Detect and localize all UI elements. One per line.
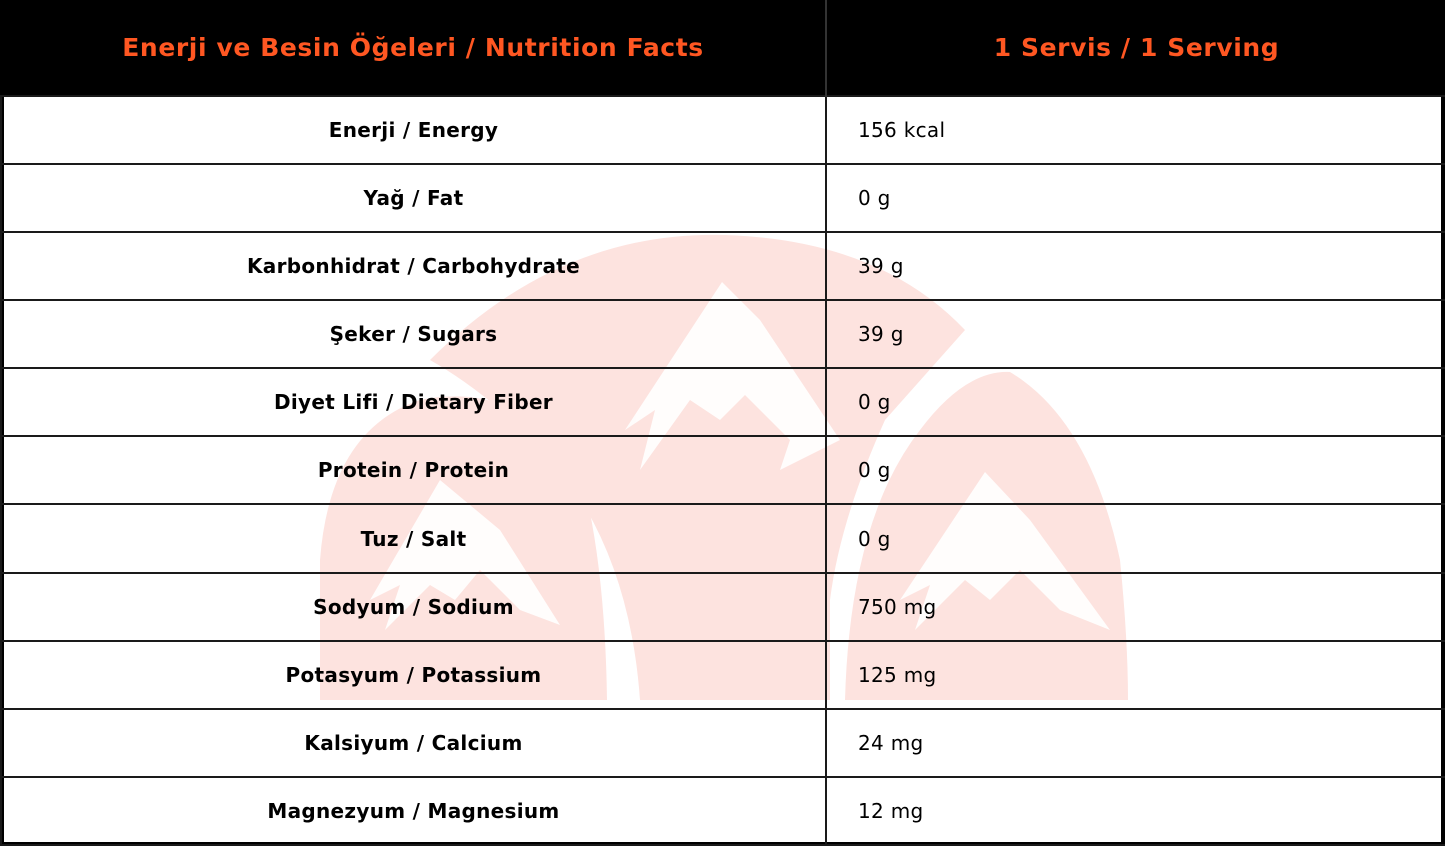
row-value-fat: 0 g (825, 163, 1445, 234)
header-serving: 1 Servis / 1 Serving (826, 0, 1445, 96)
table-row: Tuz / Salt 0 g (0, 503, 1445, 574)
row-label-potassium: Potasyum / Potassium (0, 639, 827, 710)
table-row: Magnezyum / Magnesium 12 mg (0, 775, 1445, 846)
table-row: Potasyum / Potassium 125 mg (0, 639, 1445, 710)
row-value-energy: 156 kcal (825, 94, 1445, 166)
row-value-magnesium: 12 mg (825, 775, 1445, 846)
row-value-sugars: 39 g (825, 299, 1445, 370)
row-label-energy: Enerji / Energy (0, 94, 827, 166)
table-header-row: Enerji ve Besin Öğeleri / Nutrition Fact… (1, 0, 1445, 96)
row-value-protein: 0 g (825, 435, 1445, 506)
table-row: Yağ / Fat 0 g (0, 163, 1445, 234)
table-row: Protein / Protein 0 g (0, 435, 1445, 506)
row-label-salt: Tuz / Salt (0, 503, 827, 574)
row-label-magnesium: Magnezyum / Magnesium (0, 775, 827, 846)
row-value-potassium: 125 mg (825, 639, 1445, 710)
table-row: Kalsiyum / Calcium 24 mg (0, 707, 1445, 778)
row-label-protein: Protein / Protein (0, 435, 827, 506)
row-value-salt: 0 g (825, 503, 1445, 574)
row-value-fiber: 0 g (825, 367, 1445, 438)
row-value-calcium: 24 mg (825, 707, 1445, 778)
row-label-fiber: Diyet Lifi / Dietary Fiber (0, 367, 827, 438)
table-row: Enerji / Energy 156 kcal (0, 94, 1445, 166)
table-row: Şeker / Sugars 39 g (0, 299, 1445, 370)
table-row: Karbonhidrat / Carbohydrate 39 g (0, 231, 1445, 302)
table-row: Sodyum / Sodium 750 mg (0, 571, 1445, 642)
table-row: Diyet Lifi / Dietary Fiber 0 g (0, 367, 1445, 438)
header-nutrient: Enerji ve Besin Öğeleri / Nutrition Fact… (1, 0, 827, 96)
row-label-carbohydrate: Karbonhidrat / Carbohydrate (0, 231, 827, 302)
row-value-sodium: 750 mg (825, 571, 1445, 642)
row-label-sodium: Sodyum / Sodium (0, 571, 827, 642)
row-value-carbohydrate: 39 g (825, 231, 1445, 302)
row-label-calcium: Kalsiyum / Calcium (0, 707, 827, 778)
row-label-sugars: Şeker / Sugars (0, 299, 827, 370)
row-label-fat: Yağ / Fat (0, 163, 827, 234)
